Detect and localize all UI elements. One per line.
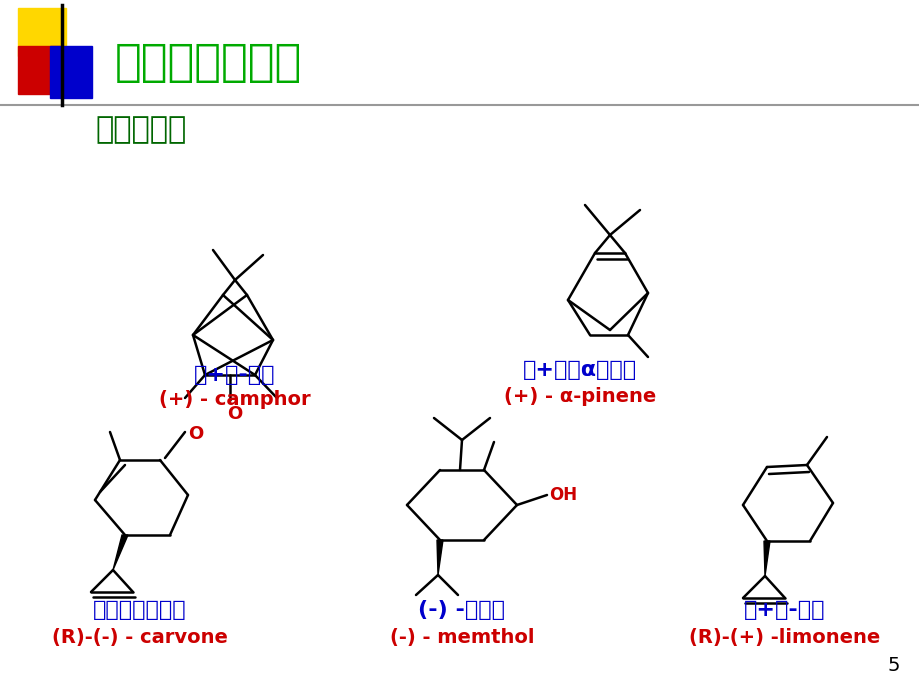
- Text: (R)-(-) - carvone: (R)-(-) - carvone: [52, 628, 228, 647]
- Bar: [50, 46, 92, 98]
- Text: （－）－香芹酮: （－）－香芹酮: [93, 600, 187, 620]
- Text: O: O: [187, 425, 203, 443]
- Text: (-) -薄荷醇: (-) -薄荷醇: [418, 600, 505, 620]
- Text: O: O: [227, 405, 243, 423]
- Text: （+）-宁烯: （+）-宁烯: [743, 600, 825, 620]
- Polygon shape: [763, 541, 769, 576]
- Bar: [18, 8, 66, 56]
- Text: (+) - camphor: (+) - camphor: [159, 390, 311, 409]
- Polygon shape: [437, 540, 443, 575]
- Text: (-) - memthol: (-) - memthol: [390, 628, 534, 647]
- Text: 天然手性化合物: 天然手性化合物: [115, 41, 302, 83]
- Bar: [18, 46, 60, 94]
- Text: （+）－α－蒎烯: （+）－α－蒎烯: [522, 360, 636, 380]
- Text: （+）-樟脑: （+）-樟脑: [194, 365, 276, 385]
- Text: (R)-(+) -limonene: (R)-(+) -limonene: [688, 628, 879, 647]
- Polygon shape: [113, 535, 128, 570]
- Text: 萜类化合物: 萜类化合物: [95, 115, 186, 144]
- Text: (+) - α-pinene: (+) - α-pinene: [504, 387, 655, 406]
- Text: OH: OH: [549, 486, 576, 504]
- Text: 5: 5: [887, 656, 899, 675]
